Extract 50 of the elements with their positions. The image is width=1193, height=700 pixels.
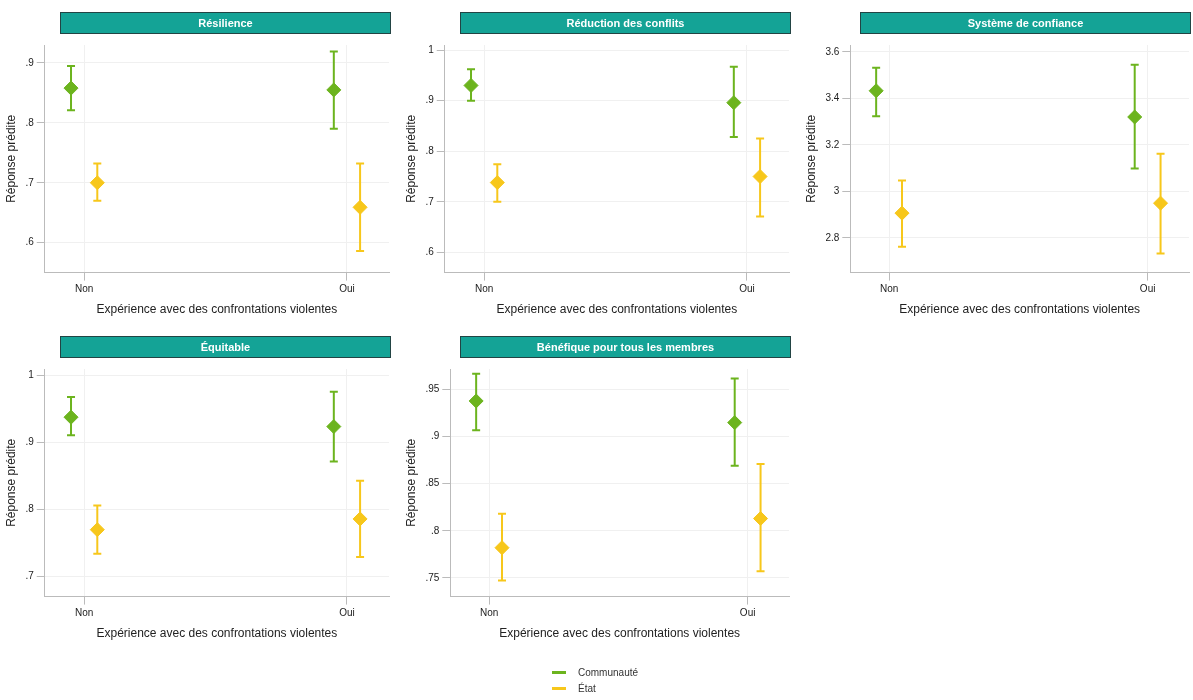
y-tick-label: 3 [833, 185, 840, 197]
chart-title: Réduction des conflits [460, 12, 791, 34]
x-axis-title: Expérience avec des confrontations violentes [499, 626, 741, 641]
x-tick-label: Non [474, 283, 494, 295]
y-tick-label: .8 [430, 524, 440, 536]
y-tick-label: .85 [425, 477, 440, 489]
x-axis-title: Expérience avec des confrontations violentes [899, 302, 1141, 317]
x-tick-label: Non [879, 283, 899, 295]
x-tick-label: Oui [339, 283, 355, 295]
x-tick-label: Oui [339, 607, 355, 619]
y-tick-label: .6 [25, 236, 35, 248]
x-tick-label: Oui [739, 607, 756, 619]
y-tick-label: .75 [425, 571, 440, 583]
y-axis-title: Réponse prédite [403, 438, 418, 527]
y-tick-label: .8 [425, 144, 435, 156]
y-tick-label: .8 [25, 116, 35, 128]
y-tick-label: .9 [25, 436, 35, 448]
chart-title: Bénéfique pour tous les membres [460, 336, 791, 358]
x-axis-title: Expérience avec des confrontations violentes [96, 626, 338, 641]
legend-label: État [578, 682, 596, 694]
x-tick-label: Non [479, 607, 499, 619]
legend-label: Communauté [578, 666, 639, 678]
x-tick-label: Oui [739, 283, 755, 295]
y-tick-label: .6 [425, 246, 435, 258]
y-tick-label: .7 [425, 195, 435, 207]
chart-title: Résilience [60, 12, 391, 34]
y-axis-title: Réponse prédite [3, 438, 18, 527]
y-tick-label: .8 [25, 503, 35, 515]
y-tick-label: .7 [25, 570, 35, 582]
y-axis-title: Réponse prédite [403, 114, 418, 203]
y-tick-label: .9 [425, 94, 435, 106]
y-tick-label: 3.2 [825, 138, 840, 150]
x-tick-label: Oui [1139, 283, 1156, 295]
y-tick-label: .95 [425, 383, 440, 395]
y-tick-label: .7 [25, 176, 35, 188]
y-tick-label: .9 [430, 430, 440, 442]
y-axis-title: Réponse prédite [3, 114, 18, 203]
x-tick-label: Non [74, 607, 94, 619]
chart-title: Système de confiance [860, 12, 1191, 34]
y-tick-label: 3.6 [825, 45, 840, 57]
y-tick-label: 1 [28, 369, 35, 381]
y-tick-label: 3.4 [825, 92, 840, 104]
y-tick-label: 1 [428, 43, 435, 55]
y-axis-title: Réponse prédite [803, 114, 818, 203]
x-axis-title: Expérience avec des confrontations violentes [496, 302, 738, 317]
y-tick-label: .9 [25, 56, 35, 68]
x-tick-label: Non [74, 283, 94, 295]
chart-title: Équitable [60, 336, 391, 358]
x-axis-title: Expérience avec des confrontations violentes [96, 302, 338, 317]
y-tick-label: 2.8 [825, 231, 840, 243]
